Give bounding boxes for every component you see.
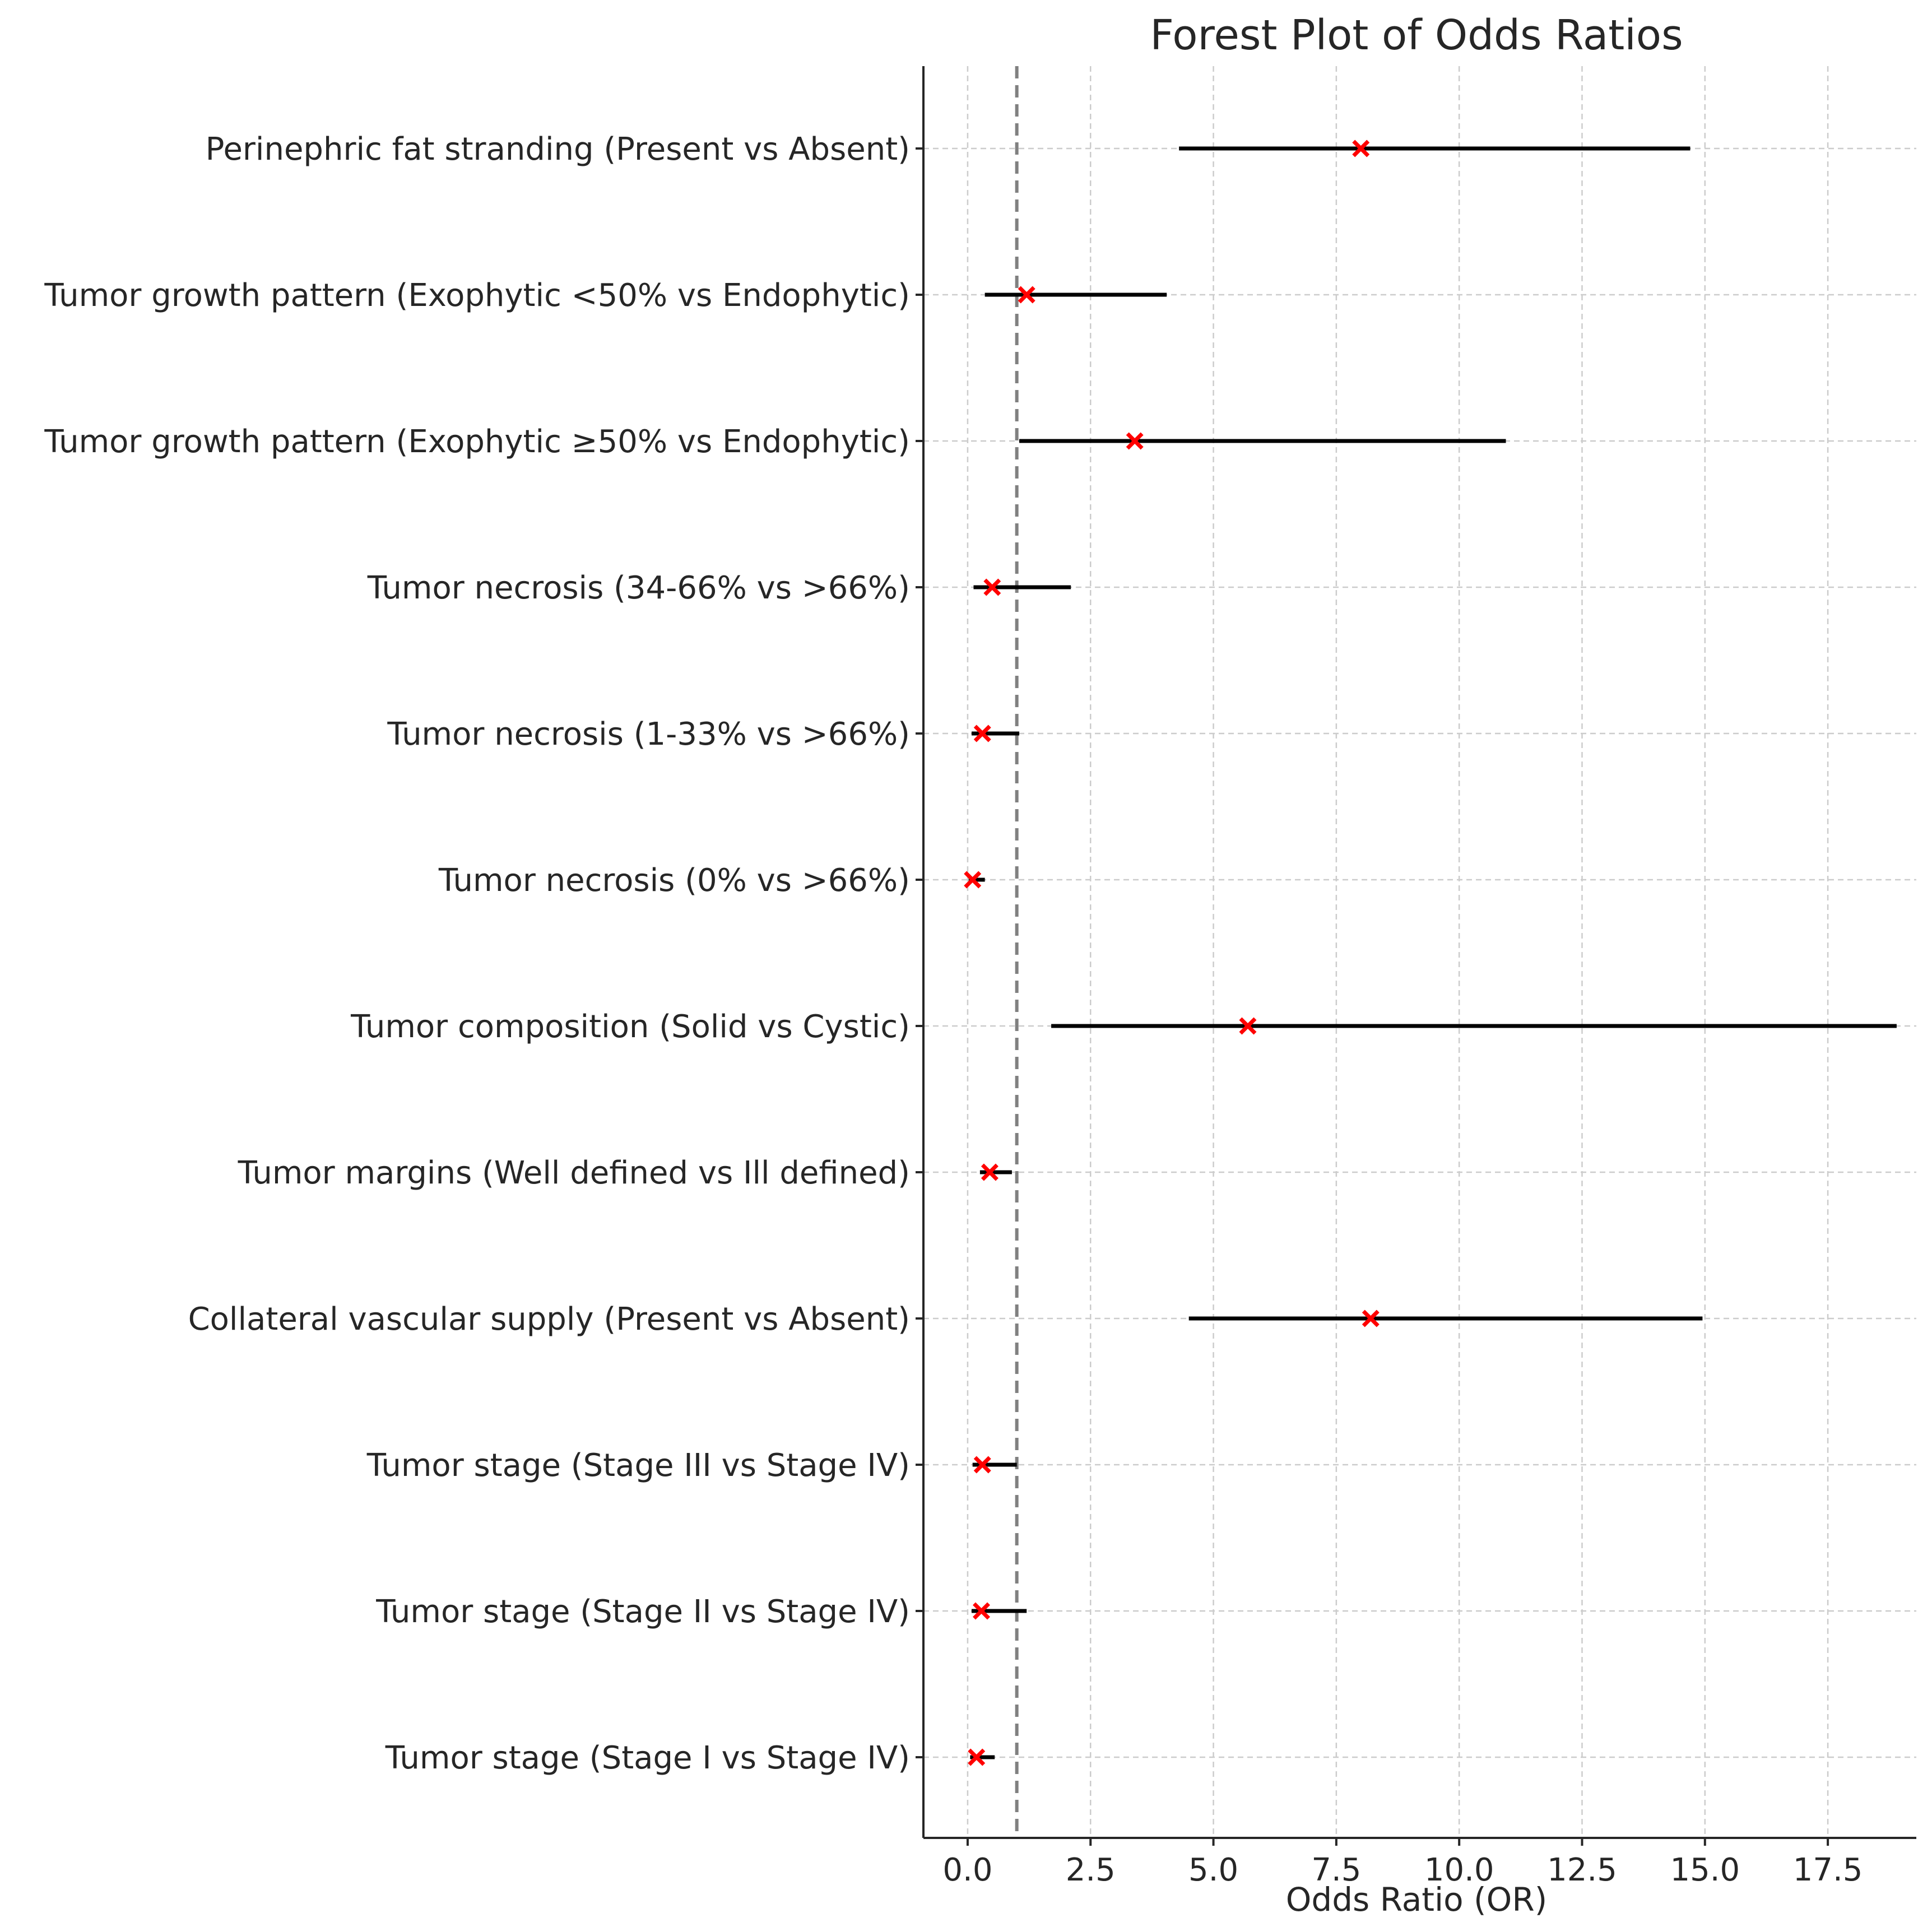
or-marker bbox=[973, 1602, 990, 1620]
or-marker-stroke bbox=[1018, 286, 1035, 304]
category-label: Tumor stage (Stage III vs Stage IV) bbox=[366, 1447, 910, 1484]
category-label: Tumor necrosis (1-33% vs >66%) bbox=[387, 716, 910, 753]
category-label: Tumor growth pattern (Exophytic <50% vs … bbox=[44, 277, 910, 314]
or-marker bbox=[983, 578, 1001, 596]
or-marker-stroke bbox=[1239, 1017, 1257, 1035]
x-tick-label: 7.5 bbox=[1311, 1852, 1361, 1888]
category-label: Tumor growth pattern (Exophytic ≥50% vs … bbox=[44, 424, 910, 460]
or-marker-stroke bbox=[1126, 432, 1144, 450]
category-label: Tumor necrosis (0% vs >66%) bbox=[438, 862, 910, 899]
or-marker-stroke bbox=[1362, 1310, 1380, 1327]
or-marker-stroke bbox=[964, 871, 982, 889]
x-tick-label: 2.5 bbox=[1066, 1852, 1116, 1888]
or-marker bbox=[973, 1456, 991, 1474]
x-tick-label: 15.0 bbox=[1670, 1852, 1740, 1888]
or-marker bbox=[1362, 1310, 1380, 1327]
category-label: Tumor necrosis (34-66% vs >66%) bbox=[367, 570, 910, 606]
or-marker-stroke bbox=[983, 578, 1001, 596]
x-tick-labels: 0.0 2.5 5.0 7.5 10.0 12.5 15.0 17.5 bbox=[942, 1852, 1863, 1888]
or-marker bbox=[1239, 1017, 1257, 1035]
odds-ratio-markers bbox=[964, 140, 1380, 1766]
category-label: Tumor margins (Well defined vs Ill defin… bbox=[238, 1155, 910, 1191]
or-marker bbox=[973, 725, 991, 742]
category-label: Perinephric fat stranding (Present vs Ab… bbox=[206, 131, 910, 168]
or-marker-stroke bbox=[973, 1602, 990, 1620]
category-label: Tumor stage (Stage II vs Stage IV) bbox=[375, 1594, 910, 1630]
grid-lines bbox=[923, 66, 1916, 1838]
or-marker bbox=[1352, 140, 1370, 157]
x-tick-label: 17.5 bbox=[1793, 1852, 1863, 1888]
category-label: Collateral vascular supply (Present vs A… bbox=[188, 1301, 910, 1338]
x-tick-label: 0.0 bbox=[942, 1852, 992, 1888]
x-tick-label: 5.0 bbox=[1188, 1852, 1238, 1888]
axes bbox=[916, 66, 1916, 1846]
confidence-intervals bbox=[968, 146, 1897, 1759]
or-marker bbox=[1018, 286, 1035, 304]
or-marker-stroke bbox=[1352, 140, 1370, 157]
or-marker-stroke bbox=[973, 1456, 991, 1474]
or-marker bbox=[981, 1163, 998, 1181]
or-marker-stroke bbox=[968, 1748, 986, 1766]
or-marker-stroke bbox=[973, 725, 991, 742]
category-label: Tumor composition (Solid vs Cystic) bbox=[350, 1009, 910, 1045]
or-marker bbox=[968, 1748, 986, 1766]
category-labels: Perinephric fat stranding (Present vs Ab… bbox=[44, 131, 910, 1776]
or-marker bbox=[964, 871, 982, 889]
category-label: Tumor stage (Stage I vs Stage IV) bbox=[385, 1740, 910, 1776]
x-axis-label: Odds Ratio (OR) bbox=[1286, 1880, 1548, 1919]
x-tick-label: 10.0 bbox=[1424, 1852, 1494, 1888]
chart-title: Forest Plot of Odds Ratios bbox=[1150, 11, 1683, 59]
or-marker-stroke bbox=[981, 1163, 998, 1181]
or-marker bbox=[1126, 432, 1144, 450]
x-tick-label: 12.5 bbox=[1547, 1852, 1617, 1888]
